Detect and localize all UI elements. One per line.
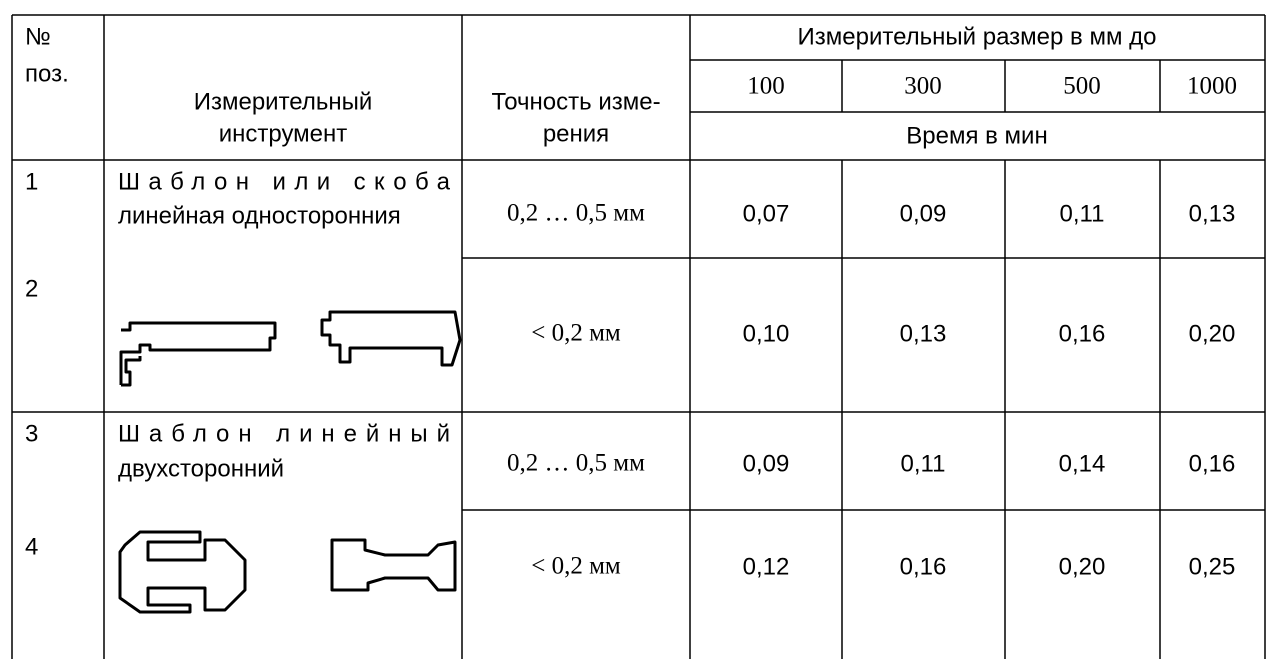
tool-icon xyxy=(121,323,275,385)
time-value: 0,25 xyxy=(1189,553,1236,580)
size-header: 100 xyxy=(747,73,785,100)
tool-icon xyxy=(332,540,455,590)
number-header: № xyxy=(25,23,51,50)
time-value: 0,16 xyxy=(1189,450,1236,477)
instrument-name: двухсторонний xyxy=(118,455,284,482)
instrument-header: Измерительный xyxy=(194,88,373,115)
time-value: 0,16 xyxy=(1059,320,1106,347)
page: {"table": { "header": { "number": ["№", … xyxy=(0,0,1282,659)
time-value: 0,07 xyxy=(743,200,790,227)
tool-icon xyxy=(121,356,140,385)
time-value: 0,09 xyxy=(900,200,947,227)
instrument-name: Шаблон или скоба xyxy=(118,168,451,195)
instrument-name: Шаблон линейный xyxy=(118,420,450,447)
row-number: 1 xyxy=(25,168,38,195)
time-value: 0,13 xyxy=(1189,200,1236,227)
time-value: 0,10 xyxy=(743,320,790,347)
instrument-name: линейная односторонния xyxy=(118,202,401,229)
size-header: 500 xyxy=(1063,73,1101,100)
size-header: 1000 xyxy=(1187,73,1237,100)
time-value: 0,12 xyxy=(743,553,790,580)
accuracy: < 0,2 мм xyxy=(531,320,621,347)
time-value: 0,20 xyxy=(1059,553,1106,580)
instrument-header: инструмент xyxy=(219,120,348,147)
accuracy: 0,2 … 0,5 мм xyxy=(507,450,645,477)
time-value: 0,13 xyxy=(900,320,947,347)
time-value: 0,16 xyxy=(900,553,947,580)
time-value: 0,14 xyxy=(1059,450,1106,477)
size-group-header: Измерительный размер в мм до xyxy=(798,23,1157,50)
row-number: 3 xyxy=(25,420,38,447)
time-value: 0,09 xyxy=(743,450,790,477)
accuracy: 0,2 … 0,5 мм xyxy=(507,200,645,227)
accuracy-header: Точность изме- xyxy=(491,88,660,115)
number-header: поз. xyxy=(25,60,69,87)
row-number: 4 xyxy=(25,533,38,560)
accuracy-header: рения xyxy=(543,120,609,147)
size-header: 300 xyxy=(904,73,942,100)
table: № поз. Измерительный инструмент Точность изм… xyxy=(0,0,1282,659)
tool-icon xyxy=(322,312,460,365)
row-number: 2 xyxy=(25,275,38,302)
accuracy: < 0,2 мм xyxy=(531,553,621,580)
tool-icon xyxy=(120,532,245,612)
time-value: 0,11 xyxy=(901,450,946,477)
time-value: 0,20 xyxy=(1189,320,1236,347)
time-unit-header: Время в мин xyxy=(906,122,1047,149)
time-value: 0,11 xyxy=(1060,200,1105,227)
